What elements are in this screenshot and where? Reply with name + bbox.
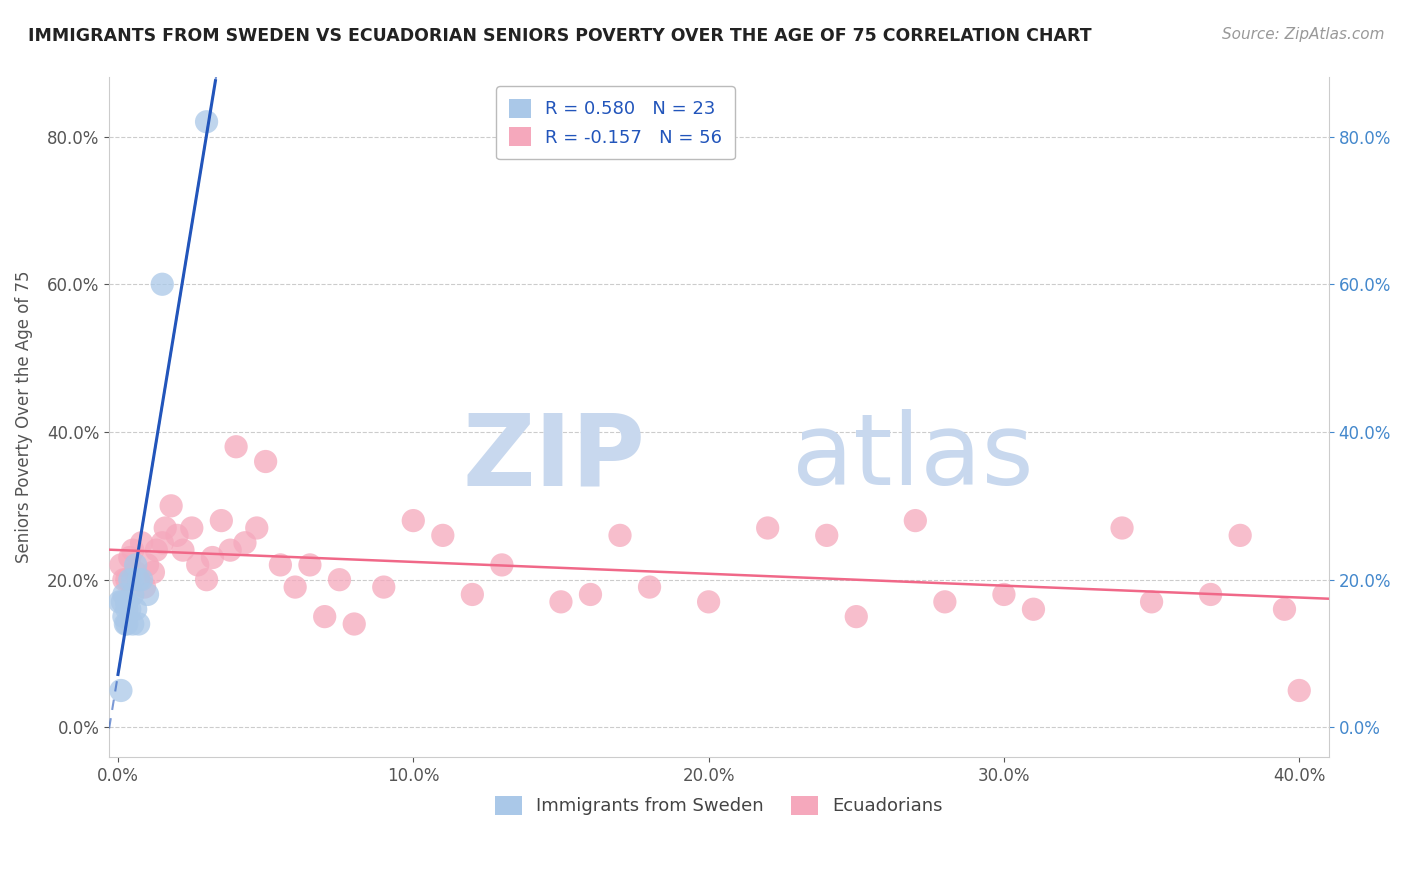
- Point: [131, 535, 153, 549]
- Point: [845, 609, 868, 624]
- Point: [209, 514, 232, 528]
- Point: [328, 573, 350, 587]
- Point: [550, 595, 572, 609]
- Point: [125, 558, 148, 572]
- Point: [201, 550, 224, 565]
- Point: [150, 277, 173, 292]
- Point: [115, 595, 138, 609]
- Text: Source: ZipAtlas.com: Source: ZipAtlas.com: [1222, 27, 1385, 42]
- Point: [993, 587, 1015, 601]
- Point: [1274, 602, 1296, 616]
- Point: [118, 550, 141, 565]
- Point: [121, 573, 143, 587]
- Point: [112, 587, 135, 601]
- Point: [638, 580, 661, 594]
- Point: [128, 573, 150, 587]
- Point: [110, 683, 132, 698]
- Point: [128, 617, 150, 632]
- Point: [115, 573, 138, 587]
- Point: [115, 602, 138, 616]
- Point: [110, 558, 132, 572]
- Point: [1022, 602, 1045, 616]
- Point: [121, 543, 143, 558]
- Point: [373, 580, 395, 594]
- Point: [118, 602, 141, 616]
- Point: [166, 528, 188, 542]
- Point: [112, 609, 135, 624]
- Point: [125, 566, 148, 580]
- Point: [432, 528, 454, 542]
- Point: [219, 543, 242, 558]
- Point: [187, 558, 209, 572]
- Point: [697, 595, 720, 609]
- Point: [115, 617, 138, 632]
- Point: [112, 573, 135, 587]
- Point: [131, 573, 153, 587]
- Point: [402, 514, 425, 528]
- Point: [108, 595, 131, 609]
- Point: [461, 587, 484, 601]
- Point: [134, 580, 156, 594]
- Point: [114, 617, 136, 632]
- Point: [136, 558, 159, 572]
- Point: [1229, 528, 1251, 542]
- Point: [1140, 595, 1163, 609]
- Point: [1288, 683, 1310, 698]
- Point: [118, 573, 141, 587]
- Point: [172, 543, 194, 558]
- Point: [150, 535, 173, 549]
- Text: ZIP: ZIP: [463, 409, 645, 507]
- Point: [246, 521, 269, 535]
- Point: [491, 558, 513, 572]
- Point: [756, 521, 779, 535]
- Point: [815, 528, 838, 542]
- Point: [142, 566, 165, 580]
- Point: [609, 528, 631, 542]
- Point: [111, 595, 134, 609]
- Legend: Immigrants from Sweden, Ecuadorians: Immigrants from Sweden, Ecuadorians: [488, 789, 950, 822]
- Point: [121, 617, 143, 632]
- Text: IMMIGRANTS FROM SWEDEN VS ECUADORIAN SENIORS POVERTY OVER THE AGE OF 75 CORRELAT: IMMIGRANTS FROM SWEDEN VS ECUADORIAN SEN…: [28, 27, 1091, 45]
- Point: [121, 587, 143, 601]
- Y-axis label: Seniors Poverty Over the Age of 75: Seniors Poverty Over the Age of 75: [15, 271, 32, 564]
- Point: [1199, 587, 1222, 601]
- Point: [115, 595, 138, 609]
- Point: [136, 587, 159, 601]
- Point: [343, 617, 366, 632]
- Point: [195, 114, 218, 128]
- Point: [934, 595, 956, 609]
- Point: [125, 602, 148, 616]
- Point: [904, 514, 927, 528]
- Point: [155, 521, 177, 535]
- Text: atlas: atlas: [792, 409, 1033, 507]
- Point: [298, 558, 321, 572]
- Point: [579, 587, 602, 601]
- Point: [269, 558, 291, 572]
- Point: [145, 543, 167, 558]
- Point: [160, 499, 183, 513]
- Point: [225, 440, 247, 454]
- Point: [195, 573, 218, 587]
- Point: [254, 454, 277, 468]
- Point: [128, 573, 150, 587]
- Point: [1111, 521, 1133, 535]
- Point: [180, 521, 202, 535]
- Point: [233, 535, 256, 549]
- Point: [284, 580, 307, 594]
- Point: [314, 609, 336, 624]
